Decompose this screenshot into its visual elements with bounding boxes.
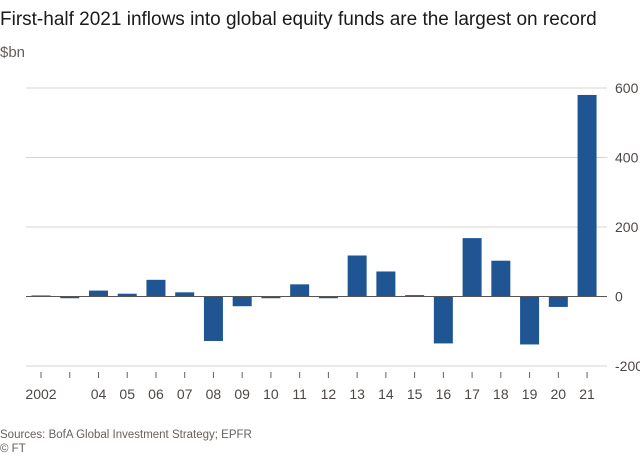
bar-13 — [347, 255, 367, 297]
x-tick-label: 20 — [551, 386, 567, 402]
bar-20 — [548, 296, 568, 307]
x-tick-labels: 2002 04 05 06 07 08 09 10 11 12 13 14 15 16 17 18 19 20 21 — [25, 372, 595, 402]
x-tick-label: 17 — [464, 386, 480, 402]
x-tick-label: 21 — [579, 386, 595, 402]
bar-15 — [405, 295, 425, 297]
bar-18 — [491, 260, 511, 297]
x-tick-label: 07 — [177, 386, 193, 402]
bars — [31, 94, 597, 345]
x-tick-label: 2002 — [25, 386, 56, 402]
bar-09 — [232, 296, 252, 307]
bar-08 — [203, 296, 223, 341]
bar-11 — [290, 284, 310, 297]
y-axis-unit-label: $bn — [0, 44, 26, 61]
x-tick-label: 14 — [378, 386, 394, 402]
x-tick-label: 12 — [321, 386, 337, 402]
x-tick-label: 04 — [91, 386, 107, 402]
chart-footer: Sources: BofA Global Investment Strategy… — [0, 428, 252, 456]
x-tick-label: 09 — [234, 386, 250, 402]
x-tick-label: 13 — [349, 386, 365, 402]
y-tick-label: 400 — [615, 150, 639, 166]
y-tick-label: 200 — [615, 219, 639, 235]
bar-06 — [146, 279, 166, 297]
sources-note: Sources: BofA Global Investment Strategy… — [0, 429, 252, 441]
y-tick-label: 600 — [615, 80, 639, 96]
bar-12 — [318, 296, 338, 299]
x-tick-label: 18 — [493, 386, 509, 402]
bar-07 — [175, 292, 195, 297]
y-tick-label: 0 — [615, 289, 623, 305]
y-tick-label: -200 — [615, 358, 640, 374]
bar-14 — [376, 271, 396, 297]
x-tick-label: 06 — [148, 386, 164, 402]
x-tick-label: 05 — [119, 386, 135, 402]
x-tick-label: 10 — [263, 386, 279, 402]
x-tick-label: 19 — [522, 386, 538, 402]
x-tick-label: 16 — [436, 386, 452, 402]
bar-21 — [577, 94, 597, 297]
copyright-note: © FT — [0, 443, 26, 455]
bar-10 — [261, 296, 281, 299]
bar-03 — [60, 296, 80, 299]
x-tick-label: 11 — [292, 386, 307, 402]
bar-17 — [462, 238, 482, 297]
bar-04 — [88, 290, 108, 297]
x-tick-label: 15 — [407, 386, 423, 402]
grid-lines — [26, 87, 607, 367]
bar-16 — [433, 296, 453, 344]
bar-05 — [117, 293, 137, 297]
bar-19 — [520, 296, 540, 345]
y-tick-labels: -200 0 200 400 600 — [615, 80, 640, 374]
chart-title: First-half 2021 inflows into global equi… — [0, 9, 597, 30]
x-tick-label: 08 — [206, 386, 222, 402]
